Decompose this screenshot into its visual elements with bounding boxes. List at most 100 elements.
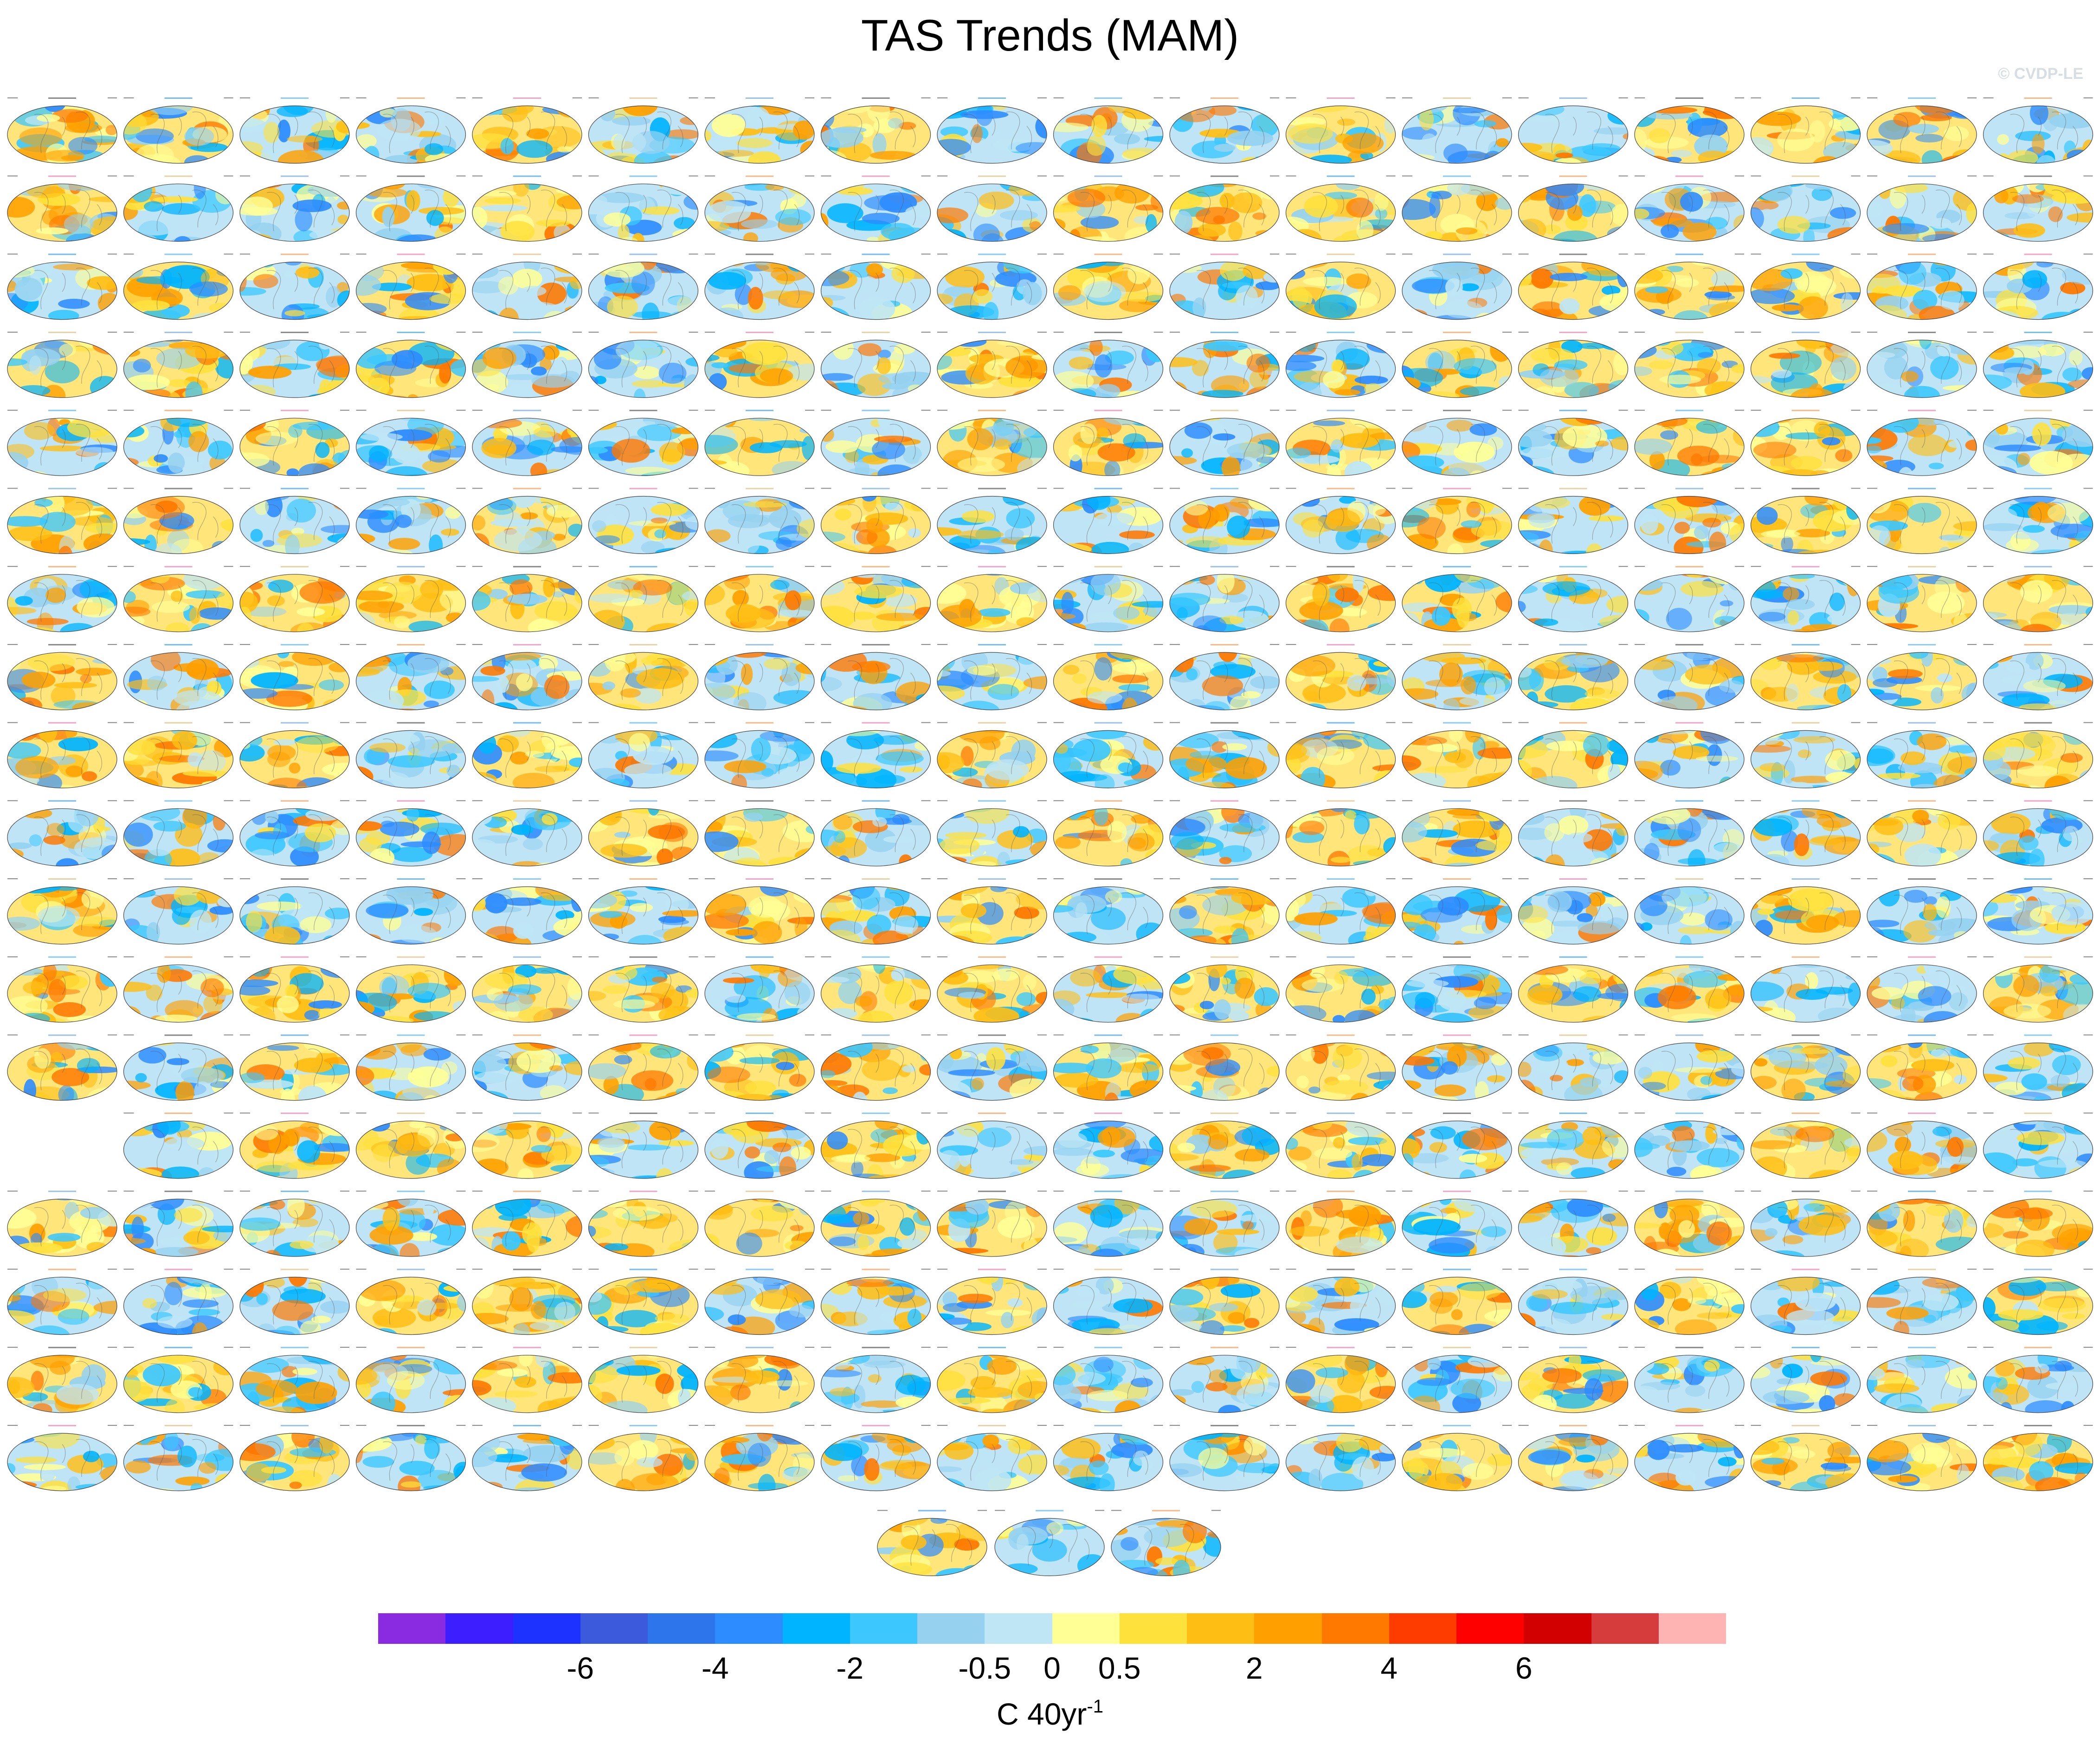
panel-meta-stub <box>1402 800 1412 801</box>
panel-title-stub <box>1327 488 1355 489</box>
panel-meta-stub <box>356 1112 367 1114</box>
panel-title-stub <box>746 253 773 255</box>
panel-meta-stub <box>588 722 599 723</box>
panel-meta-stub <box>1170 566 1180 567</box>
panel-title-stub <box>1791 956 1820 958</box>
panel-title-stub <box>746 410 773 412</box>
map-panel-grid <box>7 97 2094 1576</box>
panel-title-stub <box>1791 566 1820 567</box>
panel-title-stub <box>513 253 541 255</box>
panel-meta-stub <box>1851 878 1861 879</box>
panel-title-stub <box>1211 1034 1238 1036</box>
panel-title-stub <box>1791 800 1820 802</box>
panel-title-stub <box>862 1112 890 1114</box>
panel-meta-stub <box>224 644 233 645</box>
map-panel <box>820 644 931 710</box>
map-panel <box>1285 566 1396 632</box>
panel-meta-stub <box>689 878 698 879</box>
map-panel <box>704 1346 815 1413</box>
map-panel <box>7 878 117 945</box>
panel-title-stub <box>164 488 193 489</box>
panel-meta-stub <box>588 956 599 958</box>
panel-meta-stub <box>1153 1034 1163 1036</box>
panel-meta-stub <box>123 253 134 255</box>
map-panel <box>588 1191 699 1257</box>
panel-meta-stub <box>224 566 233 567</box>
panel-meta-stub <box>2083 488 2093 489</box>
map-panel <box>1867 1425 1977 1491</box>
panel-meta-stub <box>1402 1112 1412 1114</box>
map-panel <box>937 644 1047 710</box>
map-panel <box>123 97 234 164</box>
panel-title-stub <box>1211 800 1238 802</box>
panel-meta-stub <box>821 644 831 645</box>
panel-meta-stub <box>805 410 814 411</box>
panel-meta-stub <box>689 644 698 645</box>
panel-meta-stub <box>1170 488 1180 489</box>
panel-meta-stub <box>356 1425 367 1426</box>
panel-title-stub <box>1443 956 1471 958</box>
map-panel <box>1634 878 1745 945</box>
panel-title-stub <box>281 800 309 802</box>
map-panel <box>994 1510 1105 1576</box>
panel-meta-stub <box>1502 97 1512 98</box>
map-panel <box>1053 1269 1164 1335</box>
panel-title-stub <box>513 644 541 646</box>
map-panel <box>7 644 117 710</box>
panel-title-stub <box>1327 1425 1355 1427</box>
panel-meta-stub <box>1967 1034 1977 1036</box>
map-panel <box>1634 800 1745 867</box>
panel-meta-stub <box>224 722 233 723</box>
panel-meta-stub <box>240 175 250 177</box>
panel-title-stub <box>2024 253 2052 255</box>
panel-meta-stub <box>240 644 250 645</box>
panel-title-stub <box>2024 331 2052 333</box>
panel-meta-stub <box>1053 175 1064 177</box>
colorbar-tick-label: -4 <box>701 1651 729 1685</box>
panel-title-stub <box>862 1034 890 1036</box>
panel-meta-stub <box>1386 1112 1396 1114</box>
panel-meta-stub <box>1635 331 1645 333</box>
panel-meta-stub <box>937 331 947 333</box>
panel-title-stub <box>1443 97 1471 99</box>
panel-meta-stub <box>1735 253 1744 255</box>
panel-meta-stub <box>1053 566 1064 567</box>
panel-title-stub <box>746 1112 773 1114</box>
map-panel <box>1634 331 1745 398</box>
panel-title-stub <box>48 253 76 255</box>
panel-meta-stub <box>456 1425 466 1426</box>
map-panel <box>1983 722 2094 789</box>
panel-meta-stub <box>123 878 134 879</box>
panel-meta-stub <box>1270 1112 1279 1114</box>
panel-meta-stub <box>472 410 483 411</box>
panel-title-stub <box>164 1112 193 1114</box>
panel-meta-stub <box>1983 1425 1994 1426</box>
map-panel <box>820 1346 931 1413</box>
panel-meta-stub <box>1518 1425 1529 1426</box>
panel-meta-stub <box>1037 410 1047 411</box>
map-panel <box>1867 1191 1977 1257</box>
panel-meta-stub <box>821 1034 831 1036</box>
panel-meta-stub <box>1153 253 1163 255</box>
map-panel <box>472 878 582 945</box>
panel-meta-stub <box>1983 175 1994 177</box>
panel-title-stub <box>1036 1510 1063 1512</box>
panel-meta-stub <box>1618 878 1628 879</box>
panel-title-stub <box>48 1191 76 1192</box>
panel-meta-stub <box>240 566 250 567</box>
panel-meta-stub <box>1153 1425 1163 1426</box>
panel-meta-stub <box>456 800 466 801</box>
panel-meta-stub <box>1053 488 1064 489</box>
panel-meta-stub <box>573 722 582 723</box>
panel-meta-stub <box>821 800 831 801</box>
panel-meta-stub <box>1053 1425 1064 1426</box>
map-panel <box>1518 410 1629 476</box>
panel-meta-stub <box>1153 722 1163 723</box>
panel-meta-stub <box>7 331 18 333</box>
map-panel <box>7 488 117 554</box>
panel-meta-stub <box>1983 644 1994 645</box>
map-panel <box>937 722 1047 789</box>
panel-meta-stub <box>937 253 947 255</box>
panel-meta-stub <box>1037 644 1047 645</box>
panel-title-stub <box>1211 97 1238 99</box>
